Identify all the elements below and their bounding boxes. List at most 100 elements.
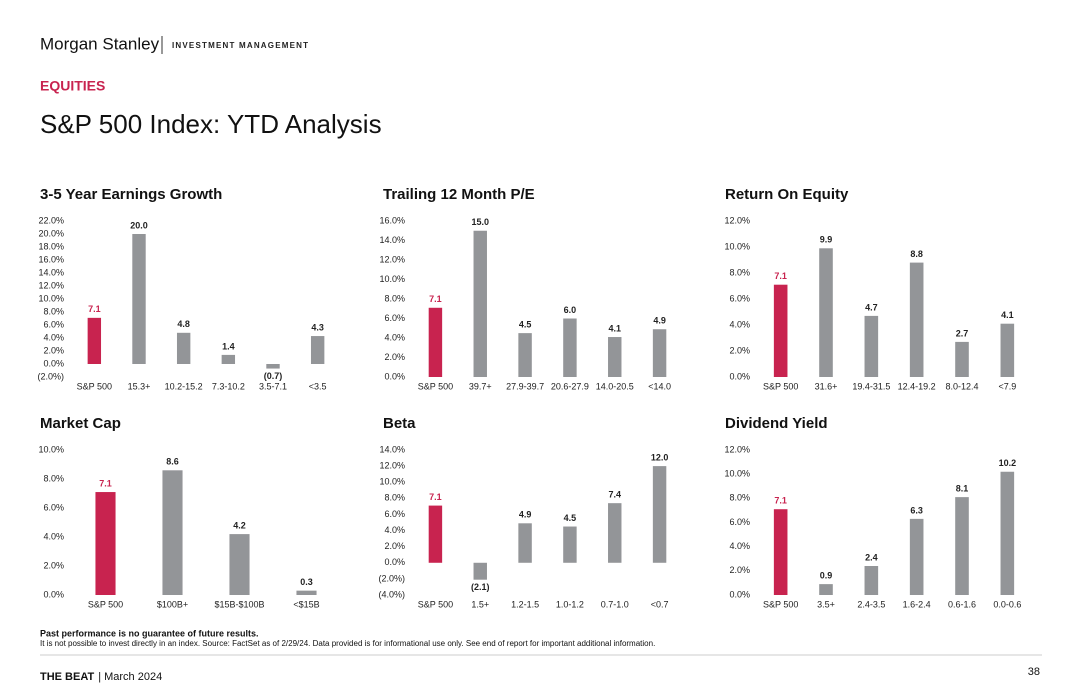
y-tick-label: (2.0%) [37,371,64,381]
bar [563,526,577,563]
x-tick-label: 12.4-19.2 [898,381,936,391]
x-tick-label: 7.3-10.2 [212,381,245,391]
publication-name: THE BEAT [40,671,94,683]
y-tick-label: 8.0% [43,306,64,316]
x-tick-label: 15.3+ [128,381,151,391]
y-tick-label: 6.0% [384,509,405,519]
x-tick-label: 3.5-7.1 [259,381,287,391]
x-tick-label: <$15B [293,599,319,609]
data-label: 9.9 [820,235,833,245]
y-tick-label: 16.0% [38,254,64,264]
y-tick-label: 10.0% [724,241,750,251]
y-tick-label: 2.0% [384,541,405,551]
bar [1000,471,1015,595]
y-tick-label: 4.0% [729,541,750,551]
y-tick-label: 10.0% [379,274,405,284]
x-tick-label: 3.5+ [817,599,835,609]
y-tick-label: 4.0% [729,319,750,329]
y-tick-label: 0.0% [729,371,750,381]
data-label: 7.1 [99,478,112,488]
x-tick-label: 0.0-0.6 [993,599,1021,609]
disclaimer: It is not possible to invest directly in… [40,639,655,648]
y-tick-label: 2.0% [729,345,750,355]
division: INVESTMENT MANAGEMENT [172,41,309,50]
data-label: 7.1 [429,294,442,304]
bar [608,337,622,377]
data-label: 4.2 [233,520,246,530]
y-tick-label: 6.0% [43,319,64,329]
y-tick-label: 18.0% [38,241,64,251]
bar [132,234,146,364]
bar [428,307,443,377]
x-tick-label: 1.5+ [471,599,489,609]
bar [176,332,191,364]
data-label: 2.4 [865,552,878,562]
bar [563,318,577,377]
y-tick-label: 12.0% [724,444,750,454]
x-tick-label: 0.7-1.0 [601,599,629,609]
data-label: 1.4 [222,341,235,351]
data-label: 7.4 [608,490,621,500]
data-label: 8.8 [910,249,923,259]
y-tick-label: (4.0%) [378,589,405,599]
y-tick-label: 4.0% [43,531,64,541]
bar [473,562,487,580]
x-tick-label: 19.4-31.5 [852,381,890,391]
bar [518,523,532,563]
data-label: 7.1 [88,304,101,314]
bar [773,509,788,595]
bar [955,341,969,377]
data-label: 4.5 [519,320,532,330]
chart-title: Dividend Yield [725,415,828,432]
data-label: 7.1 [429,492,442,502]
data-label: 10.2 [999,458,1017,468]
brand: Morgan Stanley [40,34,160,53]
disclaimer-bold: Past performance is no guarantee of futu… [40,628,259,638]
bar [819,248,833,377]
chart-title: Market Cap [40,415,121,432]
y-tick-label: 0.0% [384,557,405,567]
y-tick-label: 4.0% [384,525,405,535]
y-tick-label: 2.0% [384,352,405,362]
data-label: 4.1 [608,323,621,333]
y-tick-label: 6.0% [729,517,750,527]
x-tick-label: 10.2-15.2 [165,381,203,391]
x-tick-label: <3.5 [309,381,327,391]
bar [955,497,969,595]
y-tick-label: 0.0% [43,589,64,599]
y-tick-label: 2.0% [43,345,64,355]
x-tick-label: $15B-$100B [214,599,264,609]
chart-title: Beta [383,415,416,432]
y-tick-label: 14.0% [379,444,405,454]
y-tick-label: 0.0% [729,589,750,599]
bar [864,315,879,377]
x-tick-label: 27.9-39.7 [506,381,544,391]
data-label: 4.5 [564,513,577,523]
bar [266,364,280,369]
data-label: 6.3 [910,505,923,515]
x-tick-label: 0.6-1.6 [948,599,976,609]
x-tick-label: 39.7+ [469,381,492,391]
page-title: S&P 500 Index: YTD Analysis [40,109,382,139]
y-tick-label: 12.0% [724,215,750,225]
data-label: 4.8 [177,319,190,329]
y-tick-label: 8.0% [43,473,64,483]
y-tick-label: 10.0% [38,293,64,303]
page-number: 38 [1028,666,1040,678]
data-label: 2.7 [956,328,969,338]
y-tick-label: 12.0% [379,460,405,470]
x-tick-label: 2.4-3.5 [857,599,885,609]
bar [608,503,622,563]
x-tick-label: 1.6-2.4 [903,599,931,609]
x-tick-label: S&P 500 [763,381,798,391]
bar [310,336,325,364]
bar [773,284,788,377]
y-tick-label: 8.0% [384,293,405,303]
data-label: 7.1 [774,271,787,281]
y-tick-label: 14.0% [38,267,64,277]
data-label: 4.9 [653,316,666,326]
data-label: 4.9 [519,510,532,520]
y-tick-label: 10.0% [379,477,405,487]
x-tick-label: 1.0-1.2 [556,599,584,609]
x-tick-label: 1.2-1.5 [511,599,539,609]
